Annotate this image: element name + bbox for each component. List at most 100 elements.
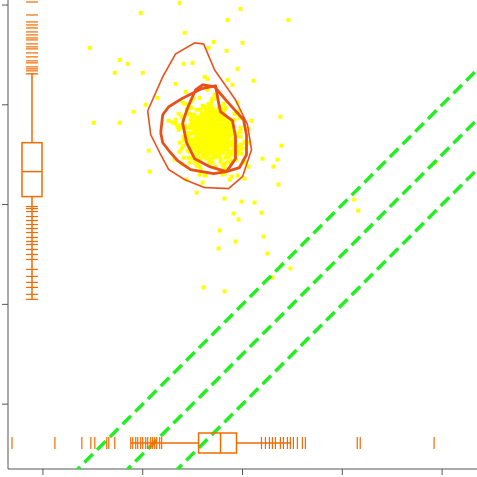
data-point — [239, 151, 244, 156]
data-point — [176, 111, 181, 116]
data-point — [224, 152, 229, 157]
data-point — [215, 148, 220, 153]
data-point — [243, 160, 248, 165]
data-point — [204, 134, 209, 139]
data-point — [221, 126, 226, 131]
data-point — [252, 200, 257, 205]
data-point — [288, 266, 293, 271]
data-point — [217, 154, 222, 159]
data-point — [185, 125, 190, 130]
data-point — [197, 172, 202, 177]
data-point — [206, 101, 211, 106]
data-point — [205, 76, 210, 81]
y-box — [21, 141, 43, 198]
data-point — [216, 246, 221, 251]
data-point — [237, 115, 242, 120]
reference-line — [75, 68, 477, 469]
data-point — [238, 6, 243, 11]
data-point — [206, 138, 211, 143]
data-point — [200, 152, 205, 157]
density-contour — [146, 42, 253, 190]
data-point — [202, 145, 207, 150]
data-point — [193, 120, 198, 125]
data-point — [197, 164, 202, 169]
data-point — [189, 144, 194, 149]
data-point — [203, 131, 208, 136]
data-point — [219, 120, 224, 125]
data-point — [179, 146, 184, 151]
data-point — [227, 121, 232, 126]
data-point — [210, 122, 215, 127]
data-point — [185, 135, 190, 140]
data-point — [246, 140, 251, 145]
data-point — [192, 116, 197, 121]
data-point — [175, 124, 180, 129]
data-point — [192, 112, 197, 117]
data-point — [177, 149, 182, 154]
data-point — [202, 124, 207, 129]
data-point — [193, 133, 198, 138]
data-point — [147, 169, 152, 174]
data-point — [140, 70, 145, 75]
data-point — [225, 17, 230, 22]
data-point — [173, 121, 178, 126]
data-point — [217, 142, 222, 147]
data-point — [207, 159, 212, 164]
data-point — [181, 61, 186, 66]
data-point — [236, 217, 241, 222]
data-point — [206, 119, 211, 124]
data-point — [194, 140, 199, 145]
data-point — [117, 57, 122, 62]
data-point — [179, 114, 184, 119]
data-point — [214, 129, 219, 134]
reference-line — [175, 168, 477, 469]
data-point — [251, 78, 256, 83]
data-point — [201, 116, 206, 121]
data-point — [172, 157, 177, 162]
data-point — [209, 126, 214, 131]
data-point — [229, 143, 234, 148]
data-point — [220, 129, 225, 134]
data-point — [205, 87, 210, 92]
data-point — [87, 45, 92, 50]
data-point — [202, 172, 207, 177]
data-point — [181, 155, 186, 160]
data-point — [204, 156, 209, 161]
data-point — [232, 111, 237, 116]
data-point — [223, 155, 228, 160]
data-point — [200, 103, 205, 108]
data-point — [235, 151, 240, 156]
data-point — [235, 66, 240, 71]
data-point — [188, 155, 193, 160]
data-point — [213, 119, 218, 124]
data-point — [192, 152, 197, 157]
data-point — [213, 109, 218, 114]
data-point — [200, 180, 205, 185]
data-point — [221, 123, 226, 128]
data-point — [201, 285, 206, 290]
data-point — [131, 109, 136, 114]
data-point — [229, 174, 234, 179]
density-contour — [181, 83, 248, 173]
data-point — [240, 146, 245, 151]
data-point — [178, 123, 183, 128]
data-point — [260, 156, 265, 161]
data-point — [217, 134, 222, 139]
data-point — [202, 74, 207, 79]
data-point — [194, 127, 199, 132]
data-point — [195, 160, 200, 165]
data-point — [187, 111, 192, 116]
data-point — [194, 163, 199, 168]
data-point — [218, 159, 223, 164]
data-point — [183, 89, 188, 94]
data-point — [236, 148, 241, 153]
data-point — [222, 106, 227, 111]
data-point — [209, 101, 214, 106]
data-point — [220, 172, 225, 177]
data-point — [231, 138, 236, 143]
data-point — [187, 160, 192, 165]
data-point — [225, 127, 230, 132]
data-point — [212, 133, 217, 138]
data-point — [177, 140, 182, 145]
